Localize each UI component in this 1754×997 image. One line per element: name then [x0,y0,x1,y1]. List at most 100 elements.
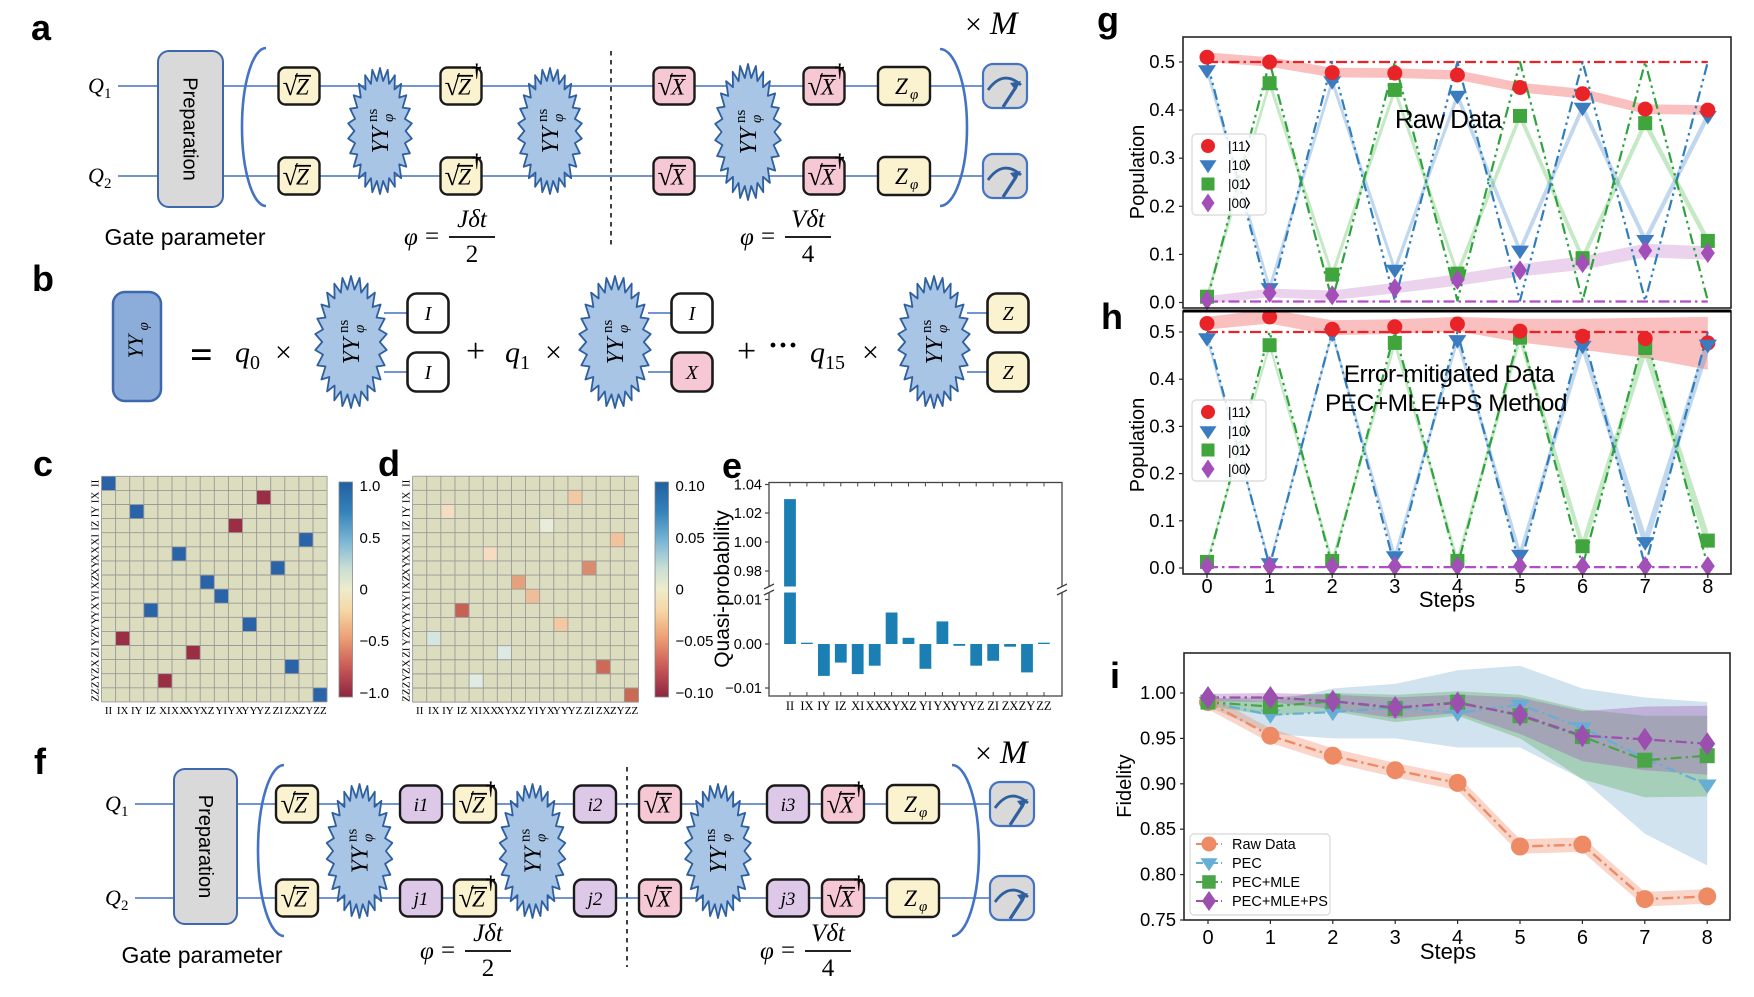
svg-text:√: √ [808,71,824,102]
svg-text:XI: XI [90,534,102,546]
svg-text:1: 1 [121,804,129,820]
svg-text:|00: |00 [1228,462,1247,477]
svg-text:√: √ [459,789,475,820]
svg-text:II: II [90,479,102,487]
svg-text:IY: IY [442,705,454,717]
svg-text:ZX: ZX [401,659,413,674]
svg-text:1.02: 1.02 [734,506,762,522]
svg-text:XI: XI [401,534,413,546]
svg-text:XX: XX [401,546,413,562]
svg-text:0.4: 0.4 [1149,99,1175,120]
svg-text:Vδt: Vδt [811,920,846,947]
svg-text:|01: |01 [1228,177,1247,192]
svg-text:=: = [190,332,213,377]
svg-text:0.2: 0.2 [1149,463,1175,484]
svg-text:ZY: ZY [610,705,625,717]
svg-text:YY: YY [950,699,968,713]
svg-text:YY: YY [603,335,629,364]
svg-text:q: q [235,336,250,369]
svg-text:II: II [416,705,424,717]
svg-text:6: 6 [1577,927,1588,949]
svg-text:×: × [545,336,562,369]
svg-text:Quasi-probability: Quasi-probability [711,510,734,668]
svg-text:φ: φ [919,805,927,821]
svg-text:i1: i1 [414,795,429,816]
svg-text:3: 3 [1389,576,1400,598]
svg-text:φ: φ [136,322,152,330]
svg-text:0.10: 0.10 [676,478,705,495]
svg-text:2: 2 [104,176,112,192]
svg-text:1.0: 1.0 [360,478,381,495]
svg-text:1.04: 1.04 [734,478,762,494]
svg-text:√: √ [658,71,674,102]
svg-text:ZY: ZY [90,673,102,688]
svg-text:√: √ [644,883,660,914]
svg-text:X: X [670,75,686,100]
svg-text:YI: YI [919,699,932,713]
svg-text:XI: XI [159,705,171,717]
svg-text:YX: YX [539,705,555,717]
svg-text:Z: Z [458,165,471,190]
svg-text:Z: Z [458,75,471,100]
svg-text:ns: ns [336,320,352,334]
svg-text:0: 0 [1202,927,1213,949]
svg-text:XY: XY [90,560,102,576]
svg-text:IZ: IZ [146,705,157,717]
svg-text:YY: YY [368,124,394,153]
svg-text:=: = [781,937,795,964]
svg-text:φ: φ [381,114,397,122]
svg-text:Z: Z [895,164,908,189]
svg-text:Z: Z [294,887,307,912]
svg-text:0.5: 0.5 [360,530,381,547]
svg-text:j1: j1 [411,889,429,910]
svg-text:IZ: IZ [90,520,102,531]
svg-text:φ: φ [910,177,918,193]
svg-text:|10: |10 [1228,424,1247,439]
svg-text:−0.01: −0.01 [725,681,762,697]
svg-text:Raw Data: Raw Data [1395,104,1503,134]
svg-text:×: × [862,336,879,369]
svg-text:†: † [835,61,845,82]
svg-text:Gate parameter: Gate parameter [104,224,265,250]
svg-text:†: † [835,151,845,172]
svg-text:√: √ [445,71,461,102]
svg-text:+: + [737,333,756,370]
svg-text:0.5: 0.5 [1149,51,1175,72]
svg-text:Jδt: Jδt [473,920,504,947]
svg-text:X: X [820,165,836,190]
svg-text:Steps: Steps [1420,939,1476,964]
svg-text:×: × [965,8,982,41]
svg-text:ZI: ZI [90,647,102,658]
svg-text:YI: YI [527,705,539,717]
svg-text:Z: Z [296,165,309,190]
svg-text:Q: Q [105,885,121,910]
svg-text:YI: YI [215,705,227,717]
svg-text:XY: XY [185,705,201,717]
svg-text:YY: YY [922,335,948,364]
svg-text:YZ: YZ [968,699,985,713]
svg-text:0.00: 0.00 [734,637,762,653]
svg-text:−0.5: −0.5 [360,633,390,650]
svg-text:1: 1 [1264,576,1275,598]
svg-text:√: √ [281,883,297,914]
svg-text:2: 2 [1327,927,1338,949]
svg-text:XZ: XZ [900,699,917,713]
svg-text:c: c [33,443,53,484]
svg-text:0: 0 [1201,576,1212,598]
svg-text:0.1: 0.1 [1149,243,1175,264]
svg-text:0: 0 [250,352,260,374]
svg-text:=: = [441,937,455,964]
svg-text:h: h [1101,296,1123,337]
svg-text:ns: ns [600,320,616,334]
svg-text:IZ: IZ [457,705,468,717]
svg-text:Population: Population [1127,125,1149,220]
svg-text:ZI: ZI [987,699,999,713]
svg-text:√: √ [283,71,299,102]
svg-text:II: II [786,699,794,713]
svg-text:YY: YY [348,844,374,873]
svg-text:Z: Z [1002,362,1014,384]
svg-text:Z: Z [294,793,307,818]
svg-text:ZX: ZX [1002,699,1019,713]
svg-text:YY: YY [242,705,258,717]
svg-text:0.95: 0.95 [1140,727,1176,748]
